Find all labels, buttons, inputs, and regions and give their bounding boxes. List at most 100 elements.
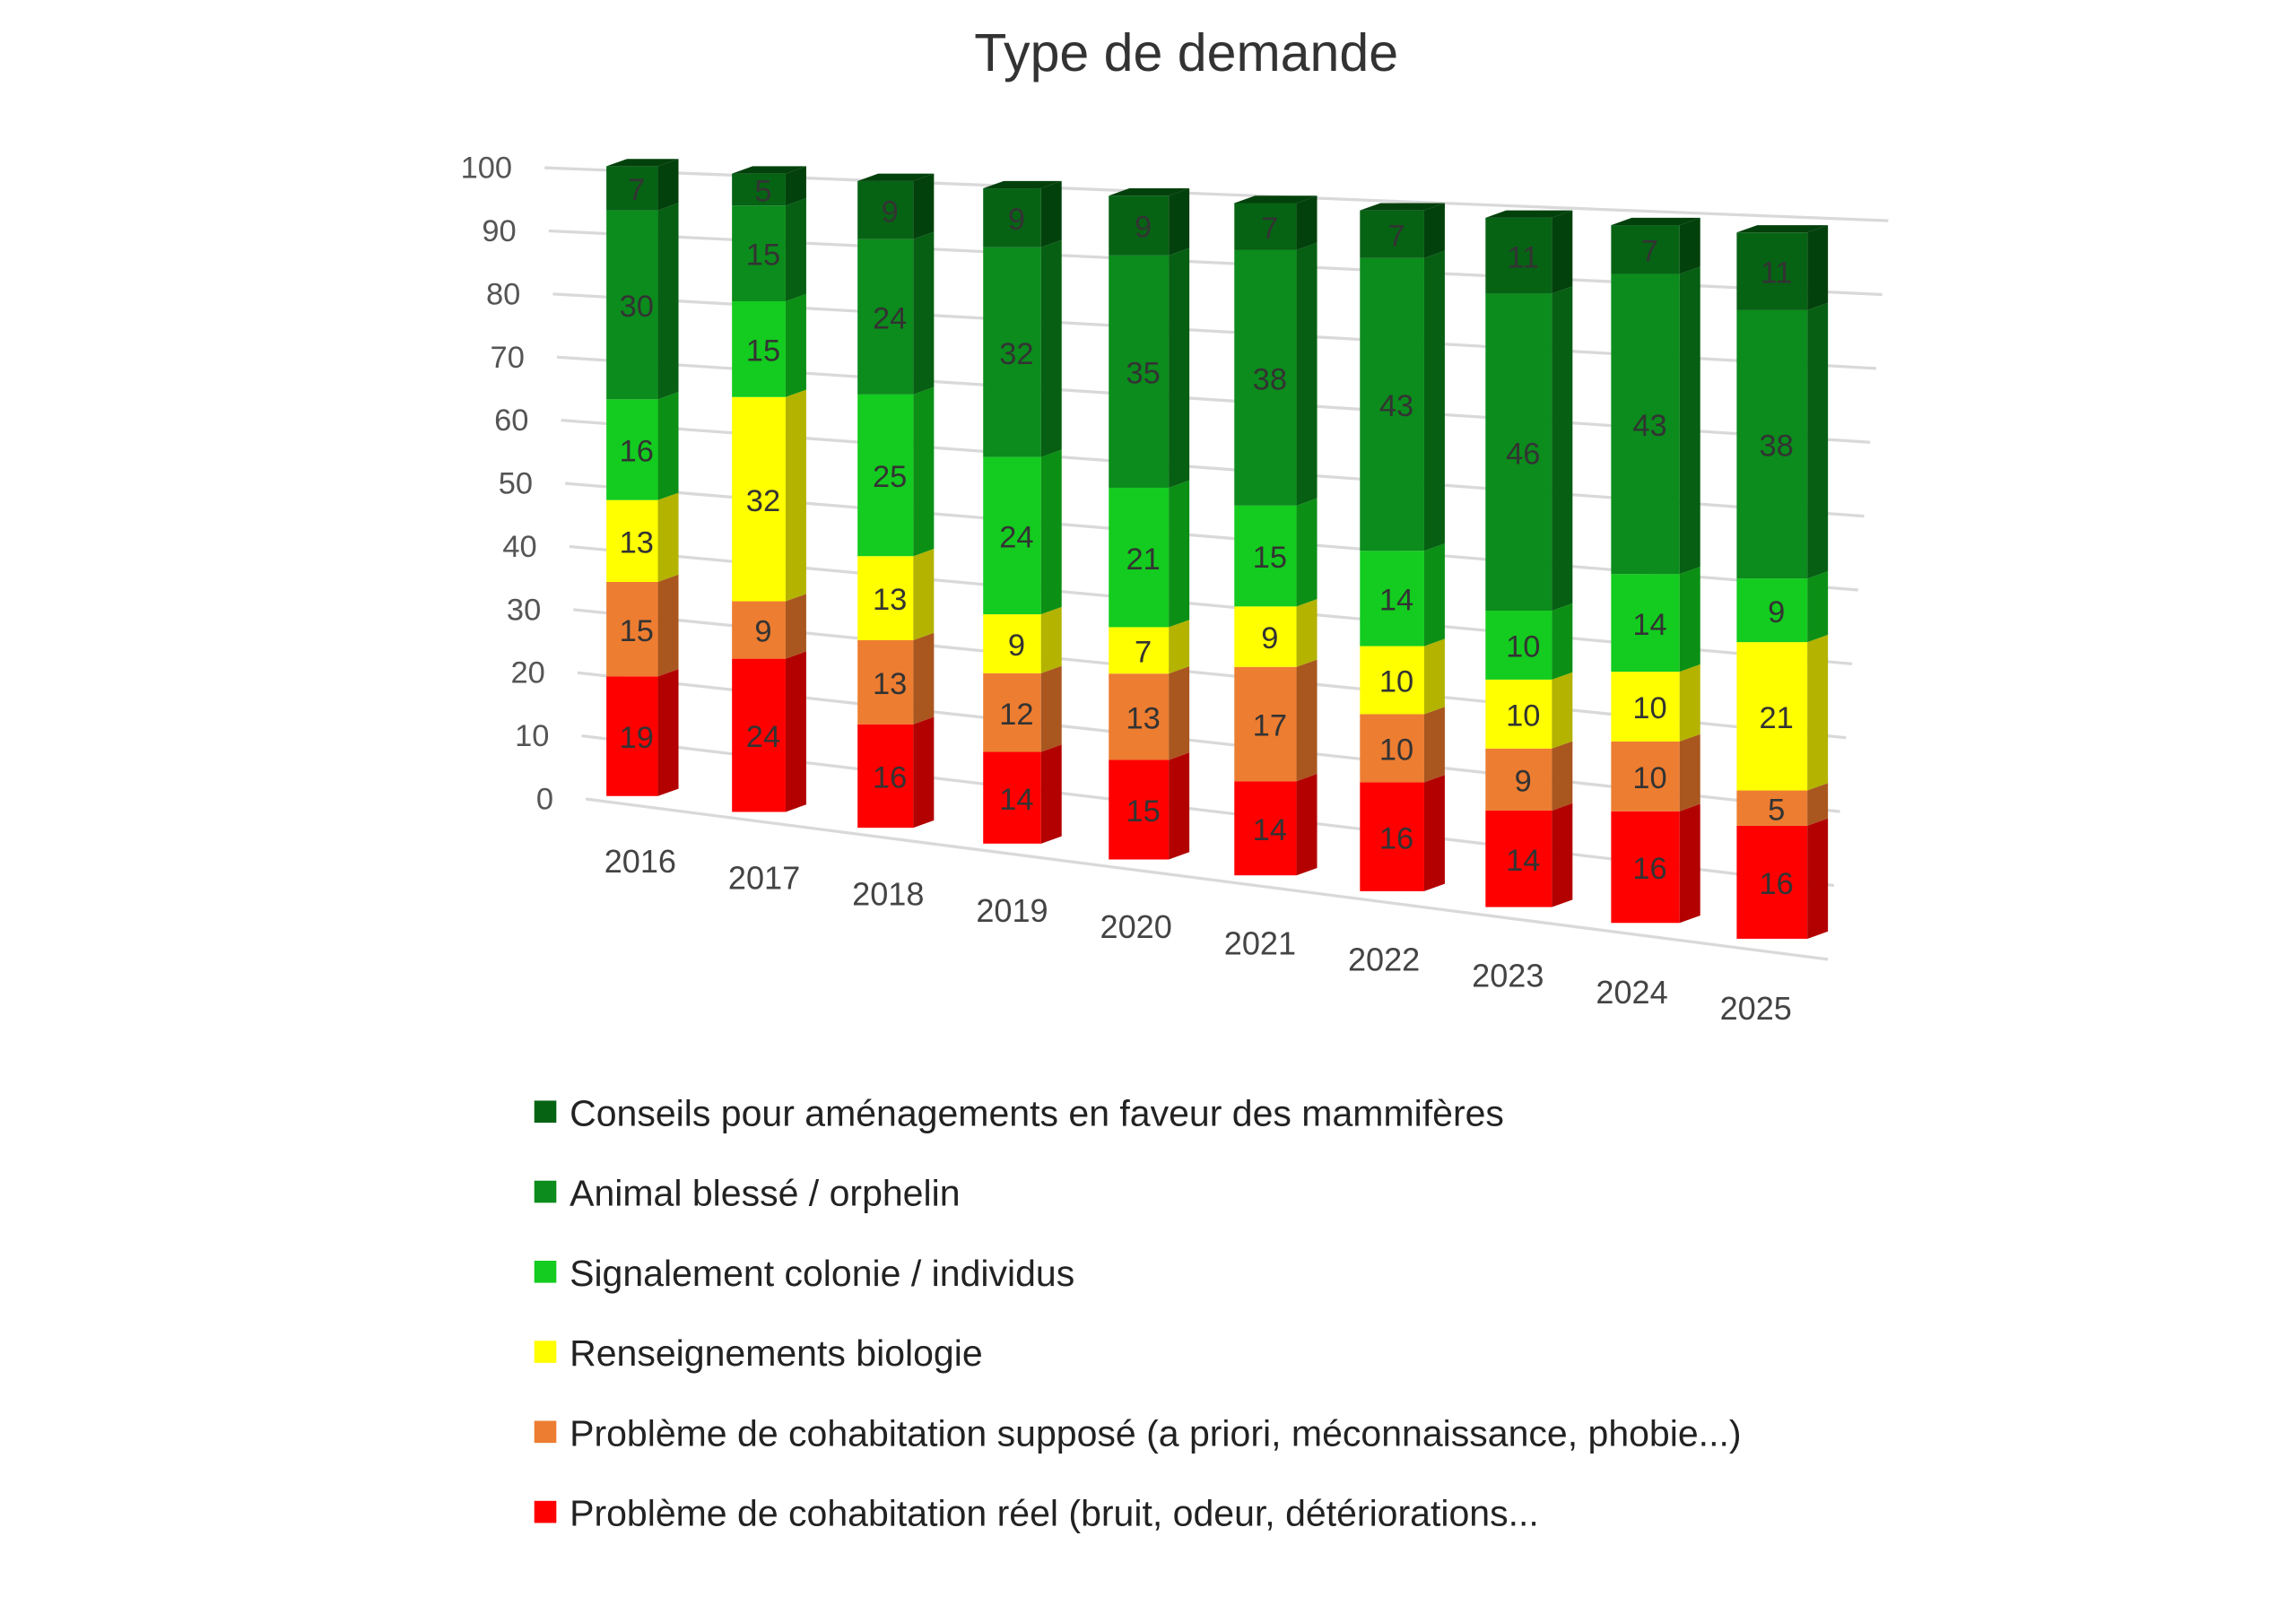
- legend-item: Problème de cohabitation réel (bruit, od…: [534, 1493, 1539, 1534]
- bar-segment: [983, 673, 1041, 752]
- data-label: 9: [1008, 629, 1025, 663]
- bar-segment-side: [657, 203, 679, 400]
- data-label: 16: [1632, 852, 1666, 886]
- data-label: 32: [999, 337, 1033, 371]
- data-label: 13: [873, 583, 907, 617]
- x-tick-label: 2017: [728, 859, 800, 896]
- data-label: 14: [1253, 813, 1287, 847]
- bar-segment: [1360, 714, 1424, 783]
- bar-segment-side: [1040, 665, 1062, 752]
- data-label: 30: [620, 290, 654, 324]
- x-tick-label: 2021: [1224, 924, 1296, 961]
- data-label: 16: [620, 435, 654, 469]
- data-label: 9: [882, 195, 899, 229]
- bar-segment-side: [1679, 566, 1700, 673]
- bar-segment-side: [1679, 803, 1700, 924]
- bar-segment: [1485, 293, 1552, 612]
- legend: Conseils pour aménagements en faveur des…: [534, 1092, 1742, 1534]
- legend-item: Signalement colonie / individus: [534, 1253, 1074, 1294]
- bar-segment-side: [1423, 707, 1445, 783]
- bar-segment-side: [1679, 217, 1700, 274]
- bar-segment-side: [1040, 449, 1062, 615]
- legend-label: Signalement colonie / individus: [570, 1253, 1074, 1294]
- x-tick-label: 2022: [1348, 941, 1420, 977]
- bar-stack-2016: 19 15 13 16 30 7: [606, 159, 679, 796]
- gridline: [585, 797, 1829, 961]
- data-label: 12: [999, 698, 1033, 732]
- bar-segment: [1736, 578, 1808, 643]
- data-label: 32: [746, 484, 780, 518]
- bar-segment: [1611, 225, 1680, 274]
- bar-top: [857, 173, 935, 181]
- bar-stack-2023: 14 9 10 10 46 11: [1485, 210, 1573, 907]
- bar-segment-side: [1169, 188, 1190, 256]
- bar-segment-side: [1169, 620, 1190, 674]
- data-label: 7: [1641, 234, 1658, 268]
- data-label: 7: [1135, 635, 1152, 669]
- bar-segment: [1611, 273, 1680, 575]
- data-label: 14: [1379, 584, 1413, 618]
- bar-segment: [1234, 249, 1297, 506]
- bar-segment-side: [1807, 302, 1829, 579]
- data-label: 9: [1261, 621, 1278, 655]
- bar-top: [983, 180, 1062, 189]
- bar-segment: [606, 499, 658, 582]
- legend-item: Problème de cohabitation supposé (a prio…: [534, 1412, 1742, 1454]
- data-label: 14: [1632, 608, 1666, 642]
- bar-segment-side: [1296, 599, 1318, 667]
- bar-segment-side: [1807, 634, 1829, 791]
- data-label: 11: [1761, 256, 1793, 291]
- legend-item: Animal blessé / orphelin: [534, 1173, 961, 1214]
- bar-segment-side: [1807, 225, 1829, 310]
- bar-segment: [857, 180, 914, 239]
- legend-label: Problème de cohabitation supposé (a prio…: [570, 1412, 1741, 1454]
- data-label: 15: [620, 614, 654, 648]
- bar-segment: [732, 658, 786, 812]
- bar-segment-side: [1552, 210, 1573, 294]
- data-label: 15: [1253, 541, 1287, 575]
- bar-segment-side: [1423, 250, 1445, 551]
- bar-segment: [606, 676, 658, 796]
- bar-segment-side: [913, 632, 935, 725]
- bar-top: [1611, 217, 1700, 226]
- data-label: 5: [1768, 793, 1785, 827]
- bar-segment-side: [913, 231, 935, 395]
- data-label: 10: [1506, 630, 1540, 664]
- data-label: 7: [1387, 219, 1405, 253]
- bar-segment: [1485, 611, 1552, 680]
- bar-segment: [1109, 487, 1170, 628]
- x-axis-labels: 2016 2017 2018 2019 2020 2021 2022 2023 2024 2025: [604, 843, 1792, 1027]
- data-label: 15: [746, 239, 780, 273]
- bar-segment: [983, 614, 1041, 673]
- y-tick-label: 50: [499, 467, 533, 501]
- bar-segment-side: [785, 389, 806, 602]
- bar-segment: [1360, 210, 1424, 258]
- bar-stack-2017: 24 9 32 15 15 5: [732, 166, 806, 812]
- bar-segment: [1611, 741, 1680, 812]
- bar-segment-side: [913, 716, 935, 829]
- data-label: 43: [1379, 389, 1413, 423]
- bar-segment: [1109, 673, 1170, 760]
- bar-segment-side: [785, 651, 806, 812]
- bar-segment: [606, 581, 658, 677]
- y-tick-label: 20: [511, 656, 545, 690]
- data-label: 46: [1506, 437, 1540, 471]
- bar-segment: [1360, 646, 1424, 715]
- bar-segment-side: [1296, 195, 1318, 250]
- bar-segment-side: [1296, 498, 1318, 607]
- bar-stack-2022: 16 10 10 14 43 7: [1360, 203, 1445, 891]
- bar-segment: [857, 239, 914, 395]
- bar-segment-side: [1169, 752, 1190, 860]
- bar-segment-side: [657, 392, 679, 500]
- y-tick-label: 90: [482, 214, 516, 248]
- bar-segment: [732, 601, 786, 659]
- data-label: 9: [1008, 203, 1025, 237]
- bar-segment-side: [657, 574, 679, 677]
- bar-segment: [606, 399, 658, 500]
- data-label: 16: [1379, 821, 1413, 855]
- bars: 19 15 13 16 30 7 24 9 32 15 15 5 16 13 13 25 24 9 14 12 9 24 3…: [606, 159, 1829, 939]
- legend-item: Renseignements biologie: [534, 1332, 983, 1374]
- bar-segment: [1611, 672, 1680, 742]
- bar-segment-side: [785, 198, 806, 301]
- bar-segment: [857, 724, 914, 829]
